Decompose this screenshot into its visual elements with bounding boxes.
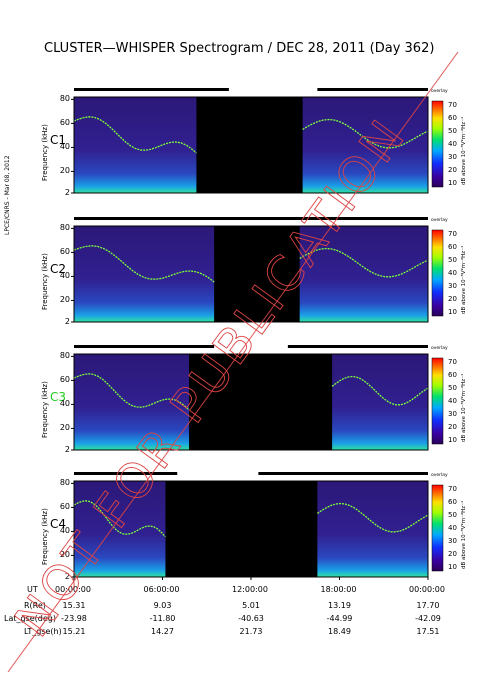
watermark-text: NOT FOR PUBLICATION	[4, 108, 417, 647]
watermark-line	[7, 51, 459, 673]
chart-title: CLUSTER—WHISPER Spectrogram / DEC 28, 20…	[44, 41, 435, 56]
